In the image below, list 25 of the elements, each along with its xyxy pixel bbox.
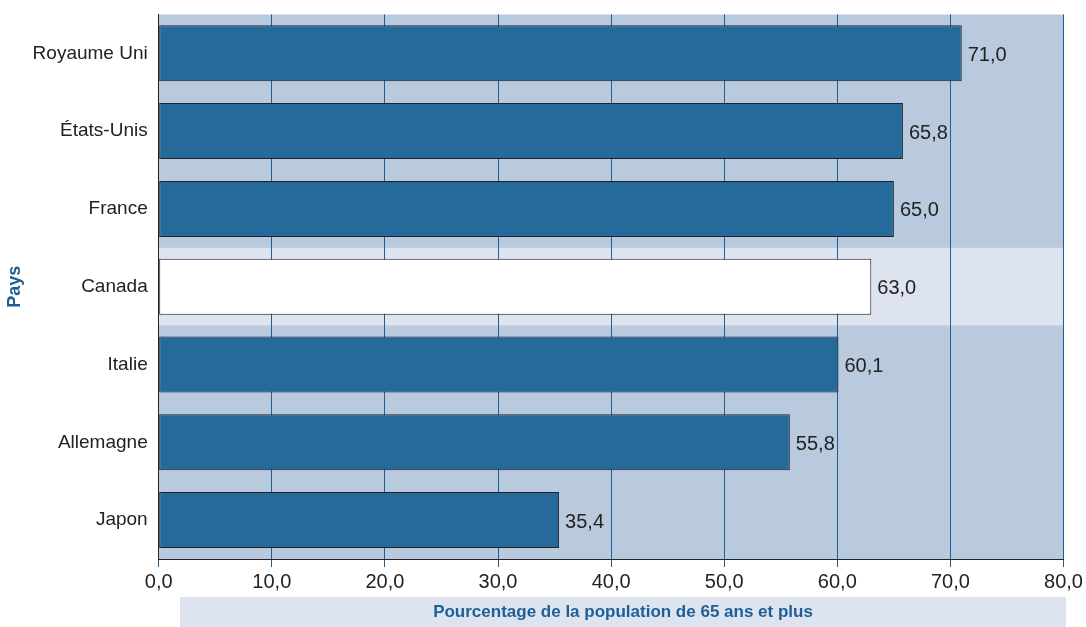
data-label: 65,0 xyxy=(899,198,939,221)
x-tick-label: 60,0 xyxy=(817,569,857,592)
y-tick-label: Canada xyxy=(81,274,149,296)
y-tick-label: Italie xyxy=(107,352,148,374)
y-tick-label: Royaume Uni xyxy=(32,41,148,63)
y-tick-label: Allemagne xyxy=(57,430,148,452)
data-label: 63,0 xyxy=(877,276,917,299)
y-axis-title: Pays xyxy=(3,265,24,308)
x-tick-label: 80,0 xyxy=(1044,569,1084,592)
x-tick-label: 70,0 xyxy=(930,569,970,592)
y-tick-label: Japon xyxy=(95,508,148,530)
data-label: 71,0 xyxy=(967,42,1007,65)
y-tick-label: France xyxy=(88,197,148,219)
x-tick-label: 40,0 xyxy=(591,569,631,592)
x-tick-label: 20,0 xyxy=(365,569,405,592)
x-tick-label: 0,0 xyxy=(144,569,173,592)
data-label: 65,8 xyxy=(908,120,948,143)
data-label: 60,1 xyxy=(844,354,884,377)
x-tick-label: 10,0 xyxy=(252,569,292,592)
x-tick-label: 30,0 xyxy=(478,569,518,592)
data-label: 55,8 xyxy=(795,431,835,454)
x-tick-label: 50,0 xyxy=(704,569,744,592)
data-label: 35,4 xyxy=(565,509,605,532)
y-tick-label: États-Unis xyxy=(60,119,148,141)
x-axis-title: Pourcentage de la population de 65 ans et plus xyxy=(180,597,1066,627)
